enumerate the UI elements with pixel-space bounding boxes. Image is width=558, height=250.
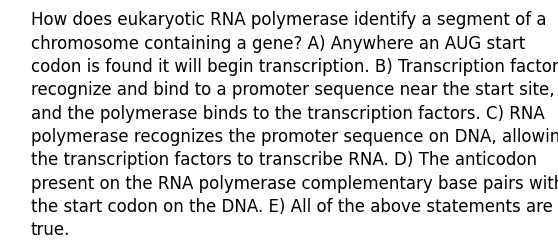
Text: and the polymerase binds to the transcription factors. C) RNA: and the polymerase binds to the transcri… [31,104,545,122]
Text: polymerase recognizes the promoter sequence on DNA, allowing: polymerase recognizes the promoter seque… [31,128,558,146]
Text: the start codon on the DNA. E) All of the above statements are: the start codon on the DNA. E) All of th… [31,197,552,215]
Text: How does eukaryotic RNA polymerase identify a segment of a: How does eukaryotic RNA polymerase ident… [31,11,546,29]
Text: true.: true. [31,220,70,238]
Text: present on the RNA polymerase complementary base pairs with: present on the RNA polymerase complement… [31,174,558,192]
Text: chromosome containing a gene? A) Anywhere an AUG start: chromosome containing a gene? A) Anywher… [31,34,525,52]
Text: the transcription factors to transcribe RNA. D) The anticodon: the transcription factors to transcribe … [31,151,537,169]
Text: codon is found it will begin transcription. B) Transcription factors: codon is found it will begin transcripti… [31,58,558,76]
Text: recognize and bind to a promoter sequence near the start site,: recognize and bind to a promoter sequenc… [31,81,554,99]
